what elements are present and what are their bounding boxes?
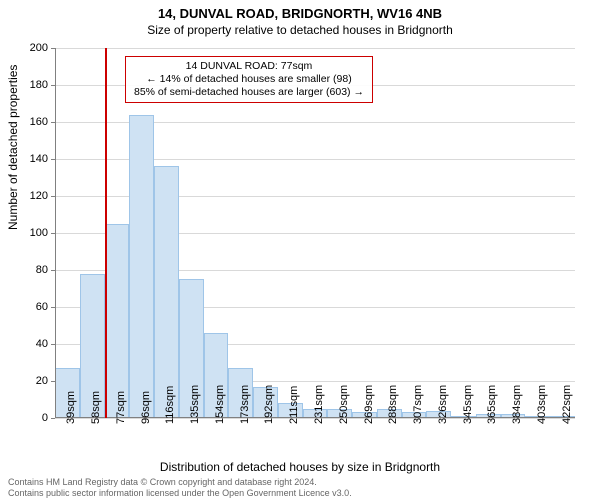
annotation-box: 14 DUNVAL ROAD: 77sqm← 14% of detached h… xyxy=(125,56,373,103)
ytick-label: 20 xyxy=(0,375,48,387)
gridline xyxy=(55,48,575,49)
annotation-line-1: 14 DUNVAL ROAD: 77sqm xyxy=(134,60,364,73)
ytick-label: 120 xyxy=(0,190,48,202)
ytick-mark xyxy=(51,418,55,419)
ytick-label: 180 xyxy=(0,79,48,91)
footer-line-1: Contains HM Land Registry data © Crown c… xyxy=(8,477,352,487)
ytick-label: 100 xyxy=(0,227,48,239)
histogram-bar xyxy=(154,166,179,418)
chart-subtitle: Size of property relative to detached ho… xyxy=(0,21,600,37)
ytick-label: 60 xyxy=(0,301,48,313)
footer-line-2: Contains public sector information licen… xyxy=(8,488,352,498)
annotation-line-3: 85% of semi-detached houses are larger (… xyxy=(134,86,364,99)
x-axis-label: Distribution of detached houses by size … xyxy=(0,460,600,474)
histogram-bar xyxy=(129,115,154,418)
chart-plot-area: 14 DUNVAL ROAD: 77sqm← 14% of detached h… xyxy=(55,48,575,418)
y-axis-line xyxy=(55,48,56,418)
ytick-label: 140 xyxy=(0,153,48,165)
ytick-label: 200 xyxy=(0,42,48,54)
histogram-bar xyxy=(105,224,130,418)
ytick-label: 0 xyxy=(0,412,48,424)
reference-line xyxy=(105,48,107,418)
attribution-footer: Contains HM Land Registry data © Crown c… xyxy=(8,477,352,498)
chart-title-address: 14, DUNVAL ROAD, BRIDGNORTH, WV16 4NB xyxy=(0,0,600,21)
ytick-label: 80 xyxy=(0,264,48,276)
annotation-line-2: ← 14% of detached houses are smaller (98… xyxy=(134,73,364,86)
ytick-label: 160 xyxy=(0,116,48,128)
ytick-label: 40 xyxy=(0,338,48,350)
